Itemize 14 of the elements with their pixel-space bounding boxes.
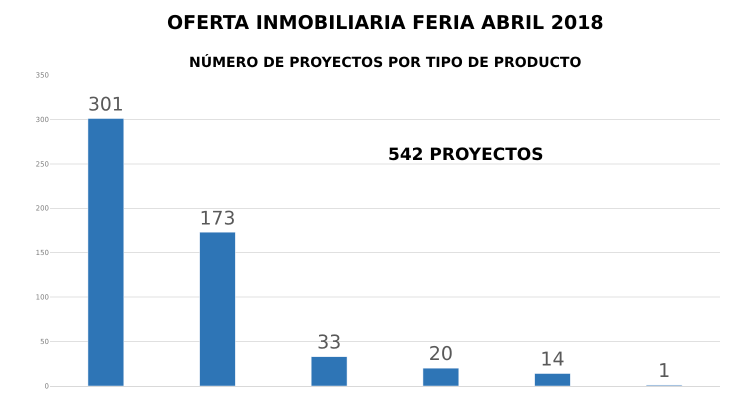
data-label: 301	[88, 94, 124, 116]
chart-subtitle: NÚMERO DE PROYECTOS POR TIPO DE PRODUCTO	[189, 54, 582, 71]
data-label: 20	[428, 343, 453, 366]
bar	[311, 356, 348, 386]
data-label: 173	[200, 208, 236, 230]
bar	[199, 232, 236, 386]
annotation: 542 PROYECTOS	[388, 145, 544, 165]
data-label: 33	[317, 332, 342, 354]
data-label: 14	[540, 348, 565, 371]
chart-title: OFERTA INMOBILIARIA FERIA ABRIL 2018	[167, 12, 604, 34]
bar	[422, 368, 459, 386]
data-label: 1	[658, 360, 670, 382]
bar	[88, 118, 124, 386]
bar	[534, 373, 571, 386]
